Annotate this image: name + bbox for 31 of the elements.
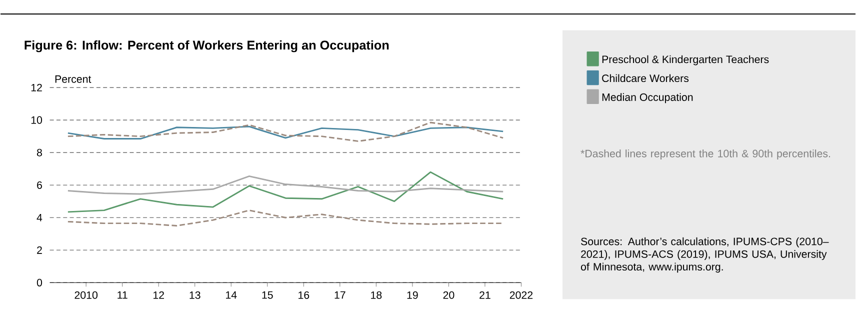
legend-label: Childcare Workers (602, 74, 689, 82)
y-tick-label: 10 (31, 116, 42, 124)
x-tick-label: 13 (190, 292, 200, 300)
line-series (67, 210, 504, 227)
line-series (67, 126, 504, 140)
source-note: Sources: Author’s calculations, IPUMS-CPS (2010–2021), IPUMS-ACS (2019), IPUMS USA, University of Minnesota, www.ipums.org. (580, 238, 829, 273)
chart-title: Figure 6: Inflow: Percent of Workers Entering an Occupation (24, 40, 389, 52)
x-tick-label: 11 (118, 292, 128, 299)
x-tick-label: 14 (226, 292, 237, 299)
x-tick-label: 18 (371, 292, 382, 300)
line-series (67, 172, 504, 213)
y-tick-label: 12 (31, 84, 42, 92)
text: *Dashed lines represent the 10th & 90th percentiles. (580, 150, 830, 160)
legend-label: Preschool & Kindergarten Teachers (602, 56, 769, 66)
y-axis-title: Percent (55, 76, 92, 84)
x-tick-label: 17 (334, 292, 346, 299)
line-series (67, 122, 504, 142)
y-tick-label: 8 (36, 149, 42, 157)
x-tick-label: 20 (443, 292, 454, 300)
y-tick-label: 6 (37, 182, 42, 190)
y-tick-label: 2 (37, 246, 42, 254)
x-tick-label: 19 (407, 292, 418, 300)
x-tick-label: 15 (262, 292, 273, 299)
x-tick-label: 2010 (74, 292, 98, 300)
x-tick-label: 12 (153, 292, 164, 299)
legend-label: Median Occupation (602, 93, 693, 104)
x-tick-label: 16 (298, 292, 310, 300)
x-tick-label: 2022 (510, 292, 533, 300)
x-tick-label: 21 (480, 292, 490, 299)
y-tick-label: 0 (36, 279, 42, 287)
y-tick-label: 4 (36, 214, 42, 222)
